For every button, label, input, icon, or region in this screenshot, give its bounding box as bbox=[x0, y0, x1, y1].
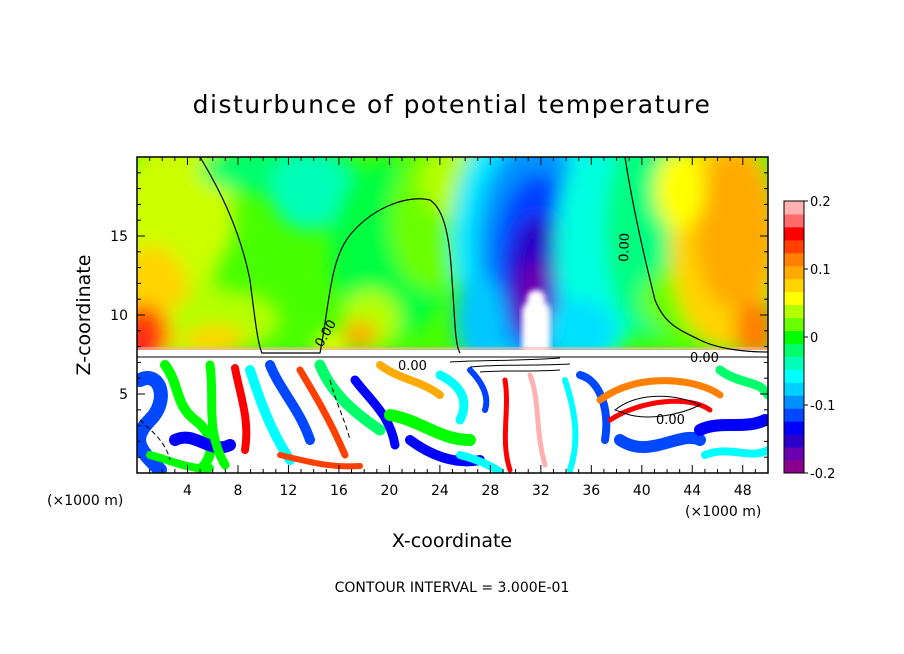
contour-label: 0.00 bbox=[617, 233, 633, 262]
chart-title: disturbunce of potential temperature bbox=[193, 90, 712, 119]
colorbar-bin bbox=[784, 201, 804, 215]
contour-interval-note: CONTOUR INTERVAL = 3.000E-01 bbox=[335, 580, 570, 596]
colorbar-tick-label: -0.2 bbox=[810, 467, 835, 482]
colorbar-bin bbox=[784, 239, 804, 254]
lower-field bbox=[137, 357, 768, 473]
colorbar-bin bbox=[784, 382, 804, 396]
x-tick-label: 44 bbox=[683, 483, 701, 499]
y-tick-label: 15 bbox=[110, 229, 128, 245]
x-tick-label: 4 bbox=[183, 483, 192, 499]
x-tick-label: 12 bbox=[280, 483, 298, 499]
x-tick-label: 48 bbox=[734, 483, 752, 499]
colorbar-bin bbox=[784, 460, 804, 474]
contour-label: 0.00 bbox=[656, 413, 685, 428]
x-tick-label: 32 bbox=[532, 483, 550, 499]
colorbar-bin bbox=[784, 252, 804, 267]
x-tick-label: 20 bbox=[380, 483, 398, 499]
colorbar-bin bbox=[784, 317, 804, 332]
colorbar-tick-label: 0 bbox=[810, 331, 818, 346]
y-axis: 5 10 15 bbox=[110, 172, 768, 458]
upper-field bbox=[137, 157, 768, 357]
colorbar-bin bbox=[784, 447, 804, 461]
colorbar-bin bbox=[784, 304, 804, 319]
x-tick-label: 28 bbox=[481, 483, 499, 499]
contour-label: 0.00 bbox=[398, 359, 427, 374]
colorbar-bin bbox=[784, 330, 804, 344]
plot-area: 0.00 0.00 0.00 0.00 0.00 bbox=[137, 157, 768, 473]
y-tick-label: 10 bbox=[110, 308, 128, 324]
x-unit-right: (×1000 m) bbox=[685, 504, 761, 520]
x-tick-label: 36 bbox=[582, 483, 600, 499]
colorbar-bin bbox=[784, 434, 804, 448]
x-tick-label: 24 bbox=[431, 483, 449, 499]
y-axis-label: Z-coordinate bbox=[73, 255, 95, 376]
colorbar: 0.2 0.1 0 -0.1 -0.2 bbox=[783, 195, 835, 482]
colorbar-bin bbox=[784, 265, 804, 280]
x-unit-left: (×1000 m) bbox=[47, 493, 123, 509]
colorbar-bin bbox=[784, 213, 804, 228]
x-tick-label: 8 bbox=[233, 483, 242, 499]
x-axis-label: X-coordinate bbox=[392, 530, 512, 552]
colorbar-tick-label: -0.1 bbox=[810, 399, 835, 414]
colorbar-bin bbox=[784, 421, 804, 435]
colorbar-bin bbox=[784, 291, 804, 306]
x-tick-label: 16 bbox=[330, 483, 348, 499]
colorbar-tick-label: 0.2 bbox=[810, 195, 831, 210]
colorbar-bin bbox=[784, 343, 804, 357]
colorbar-bin bbox=[784, 226, 804, 241]
x-tick-label: 40 bbox=[633, 483, 651, 499]
y-tick-label: 5 bbox=[119, 387, 128, 403]
contour-lines bbox=[137, 157, 768, 461]
x-axis: 4 8 12 16 20 24 28 32 36 40 44 48 bbox=[149, 157, 756, 499]
colorbar-bin bbox=[784, 278, 804, 293]
contour-label: 0.00 bbox=[690, 351, 719, 366]
colorbar-bin bbox=[784, 408, 804, 422]
colorbar-tick-label: 0.1 bbox=[810, 263, 831, 278]
colorbar-bin bbox=[784, 356, 804, 370]
colorbar-bin bbox=[784, 369, 804, 383]
colorbar-bin bbox=[784, 395, 804, 409]
